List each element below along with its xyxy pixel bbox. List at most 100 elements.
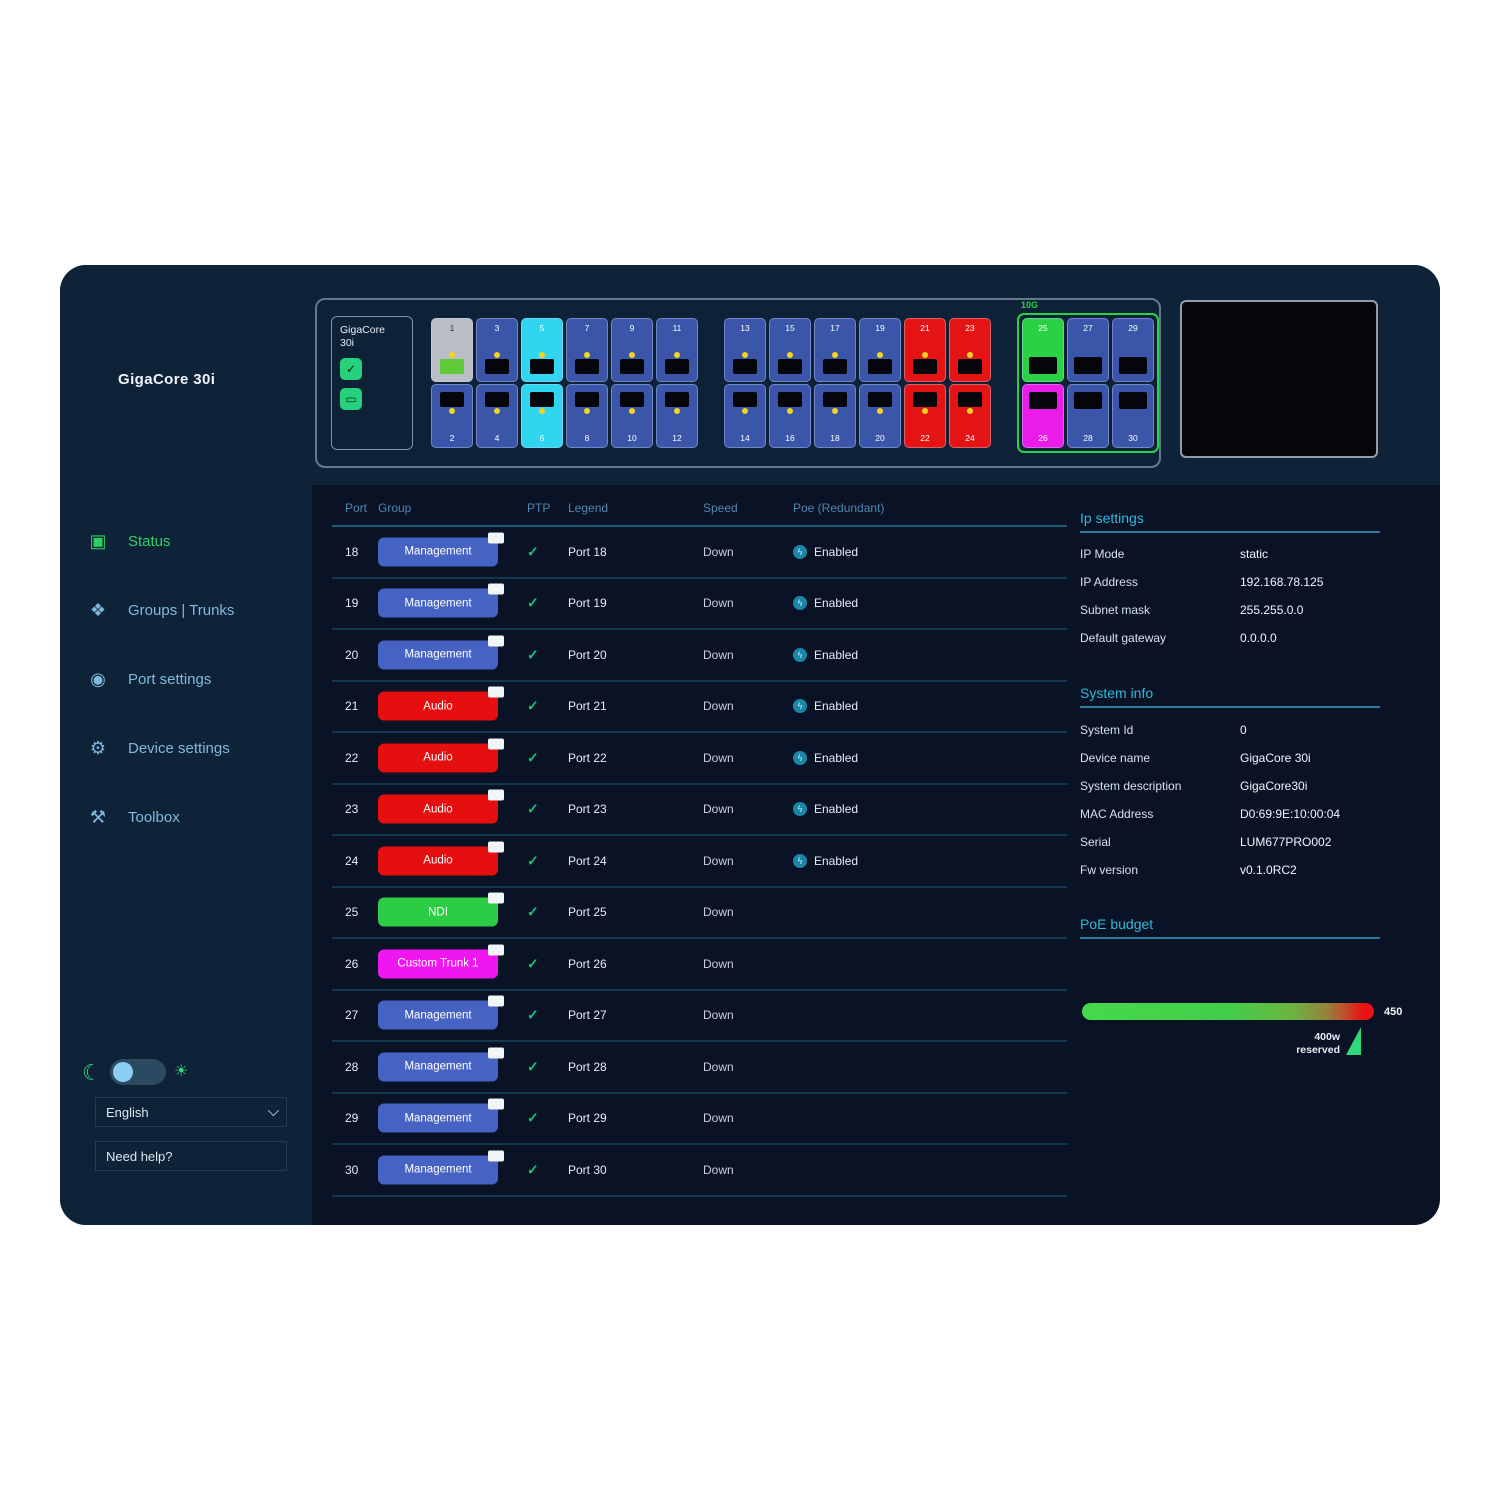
port-settings-icon: ◉ bbox=[90, 668, 106, 689]
port-5[interactable]: 5 bbox=[521, 318, 563, 382]
device-info-box: GigaCore 30i ✓ ▭ bbox=[331, 316, 413, 450]
port-7[interactable]: 7 bbox=[566, 318, 608, 382]
theme-toggle[interactable] bbox=[110, 1059, 166, 1085]
group-badge[interactable]: Management bbox=[378, 995, 504, 1030]
link-led bbox=[629, 352, 635, 358]
port-14[interactable]: 14 bbox=[724, 384, 766, 448]
rj45-jack-icon bbox=[958, 352, 982, 374]
port-16[interactable]: 16 bbox=[769, 384, 811, 448]
link-led bbox=[584, 408, 590, 414]
toolbox-icon: ⚒ bbox=[89, 806, 107, 827]
rj45-jack-icon bbox=[575, 352, 599, 374]
info-label: MAC Address bbox=[1080, 807, 1154, 821]
identify-icon: ▭ bbox=[345, 391, 357, 406]
poe-budget-title: PoE budget bbox=[1080, 916, 1154, 932]
system-info-title: System info bbox=[1080, 685, 1154, 701]
group-badge[interactable]: Management bbox=[378, 1098, 504, 1133]
group-badge[interactable]: Management bbox=[378, 1047, 504, 1082]
port-3[interactable]: 3 bbox=[476, 318, 518, 382]
port-12[interactable]: 12 bbox=[656, 384, 698, 448]
group-badge[interactable]: Audio bbox=[378, 686, 504, 721]
row-speed: Down bbox=[703, 699, 734, 714]
port-26[interactable]: 26 bbox=[1022, 384, 1064, 448]
port-column: 17 18 bbox=[814, 318, 856, 448]
link-led bbox=[539, 352, 545, 358]
rj45-jack-icon bbox=[665, 352, 689, 374]
port-15[interactable]: 15 bbox=[769, 318, 811, 382]
port-8[interactable]: 8 bbox=[566, 384, 608, 448]
ptp-check-icon: ✓ bbox=[527, 1058, 539, 1075]
info-label: IP Address bbox=[1080, 575, 1138, 589]
group-badge[interactable]: Management bbox=[378, 532, 504, 567]
need-help-link[interactable]: Need help? bbox=[95, 1141, 287, 1171]
ptp-check-icon: ✓ bbox=[527, 852, 539, 869]
row-port-number: 19 bbox=[345, 596, 359, 611]
group-badge[interactable]: Management bbox=[378, 635, 504, 670]
table-row: 29 Management ✓ Port 29 Down bbox=[332, 1094, 1067, 1145]
port-22[interactable]: 22 bbox=[904, 384, 946, 448]
port-2[interactable]: 2 bbox=[431, 384, 473, 448]
port-28[interactable]: 28 bbox=[1067, 384, 1109, 448]
column-header-poe: Poe (Redundant) bbox=[793, 501, 885, 515]
port-6[interactable]: 6 bbox=[521, 384, 563, 448]
table-row: 22 Audio ✓ Port 22 Down ϟ Enabled bbox=[332, 733, 1067, 785]
port-number: 10 bbox=[627, 433, 637, 443]
row-port-number: 21 bbox=[345, 699, 359, 714]
port-27[interactable]: 27 bbox=[1067, 318, 1109, 382]
port-1[interactable]: 1 bbox=[431, 318, 473, 382]
group-badge[interactable]: Audio bbox=[378, 738, 504, 773]
row-legend: Port 29 bbox=[568, 1111, 607, 1126]
port-20[interactable]: 20 bbox=[859, 384, 901, 448]
row-speed: Down bbox=[703, 802, 734, 817]
row-speed: Down bbox=[703, 1111, 734, 1126]
sidebar-item-port-settings[interactable]: ◉ Port settings bbox=[86, 659, 211, 699]
row-poe-status: ϟ Enabled bbox=[793, 853, 858, 868]
row-legend: Port 26 bbox=[568, 956, 607, 971]
port-21[interactable]: 21 bbox=[904, 318, 946, 382]
brand-title: GigaCore 30i bbox=[118, 371, 216, 388]
sidebar-item-device-settings[interactable]: ⚙ Device settings bbox=[86, 728, 230, 768]
group-badge[interactable]: NDI bbox=[378, 892, 504, 927]
poe-budget-bar bbox=[1082, 1003, 1374, 1020]
poe-icon: ϟ bbox=[793, 647, 807, 662]
divider bbox=[1080, 706, 1380, 708]
port-11[interactable]: 11 bbox=[656, 318, 698, 382]
port-number: 5 bbox=[539, 323, 545, 333]
port-17[interactable]: 17 bbox=[814, 318, 856, 382]
group-badge[interactable]: Custom Trunk 1 bbox=[378, 944, 504, 979]
app-window: GigaCore 30i ▣ Status ❖ Groups | Trunks ◉ Por… bbox=[60, 265, 1440, 1225]
row-legend: Port 18 bbox=[568, 544, 607, 559]
port-10[interactable]: 10 bbox=[611, 384, 653, 448]
port-30[interactable]: 30 bbox=[1112, 384, 1154, 448]
port-9[interactable]: 9 bbox=[611, 318, 653, 382]
port-number: 29 bbox=[1128, 323, 1138, 333]
sidebar-item-toolbox[interactable]: ⚒ Toolbox bbox=[86, 797, 180, 837]
port-column: 21 22 bbox=[904, 318, 946, 448]
port-18[interactable]: 18 bbox=[814, 384, 856, 448]
port-24[interactable]: 24 bbox=[949, 384, 991, 448]
device-check-button[interactable]: ✓ bbox=[340, 358, 362, 380]
row-legend: Port 19 bbox=[568, 596, 607, 611]
port-23[interactable]: 23 bbox=[949, 318, 991, 382]
port-19[interactable]: 19 bbox=[859, 318, 901, 382]
port-13[interactable]: 13 bbox=[724, 318, 766, 382]
sidebar-item-status[interactable]: ▣ Status bbox=[86, 521, 170, 561]
theme-toggle-knob[interactable] bbox=[113, 1062, 133, 1082]
group-badge[interactable]: Management bbox=[378, 583, 504, 618]
poe-icon: ϟ bbox=[793, 750, 807, 765]
sidebar-item-groups-trunks[interactable]: ❖ Groups | Trunks bbox=[86, 590, 235, 630]
port-29[interactable]: 29 bbox=[1112, 318, 1154, 382]
group-badge[interactable]: Audio bbox=[378, 789, 504, 824]
table-row: 23 Audio ✓ Port 23 Down ϟ Enabled bbox=[332, 785, 1067, 836]
row-poe-status: ϟ Enabled bbox=[793, 647, 858, 662]
column-header-speed: Speed bbox=[703, 501, 738, 515]
table-row: 27 Management ✓ Port 27 Down bbox=[332, 991, 1067, 1042]
port-25[interactable]: 25 bbox=[1022, 318, 1064, 382]
group-badge[interactable]: Audio bbox=[378, 841, 504, 876]
port-4[interactable]: 4 bbox=[476, 384, 518, 448]
rj45-jack-icon bbox=[733, 392, 757, 414]
language-select[interactable]: English bbox=[95, 1097, 287, 1127]
device-identify-button[interactable]: ▭ bbox=[340, 388, 362, 410]
group-badge[interactable]: Management bbox=[378, 1150, 504, 1185]
